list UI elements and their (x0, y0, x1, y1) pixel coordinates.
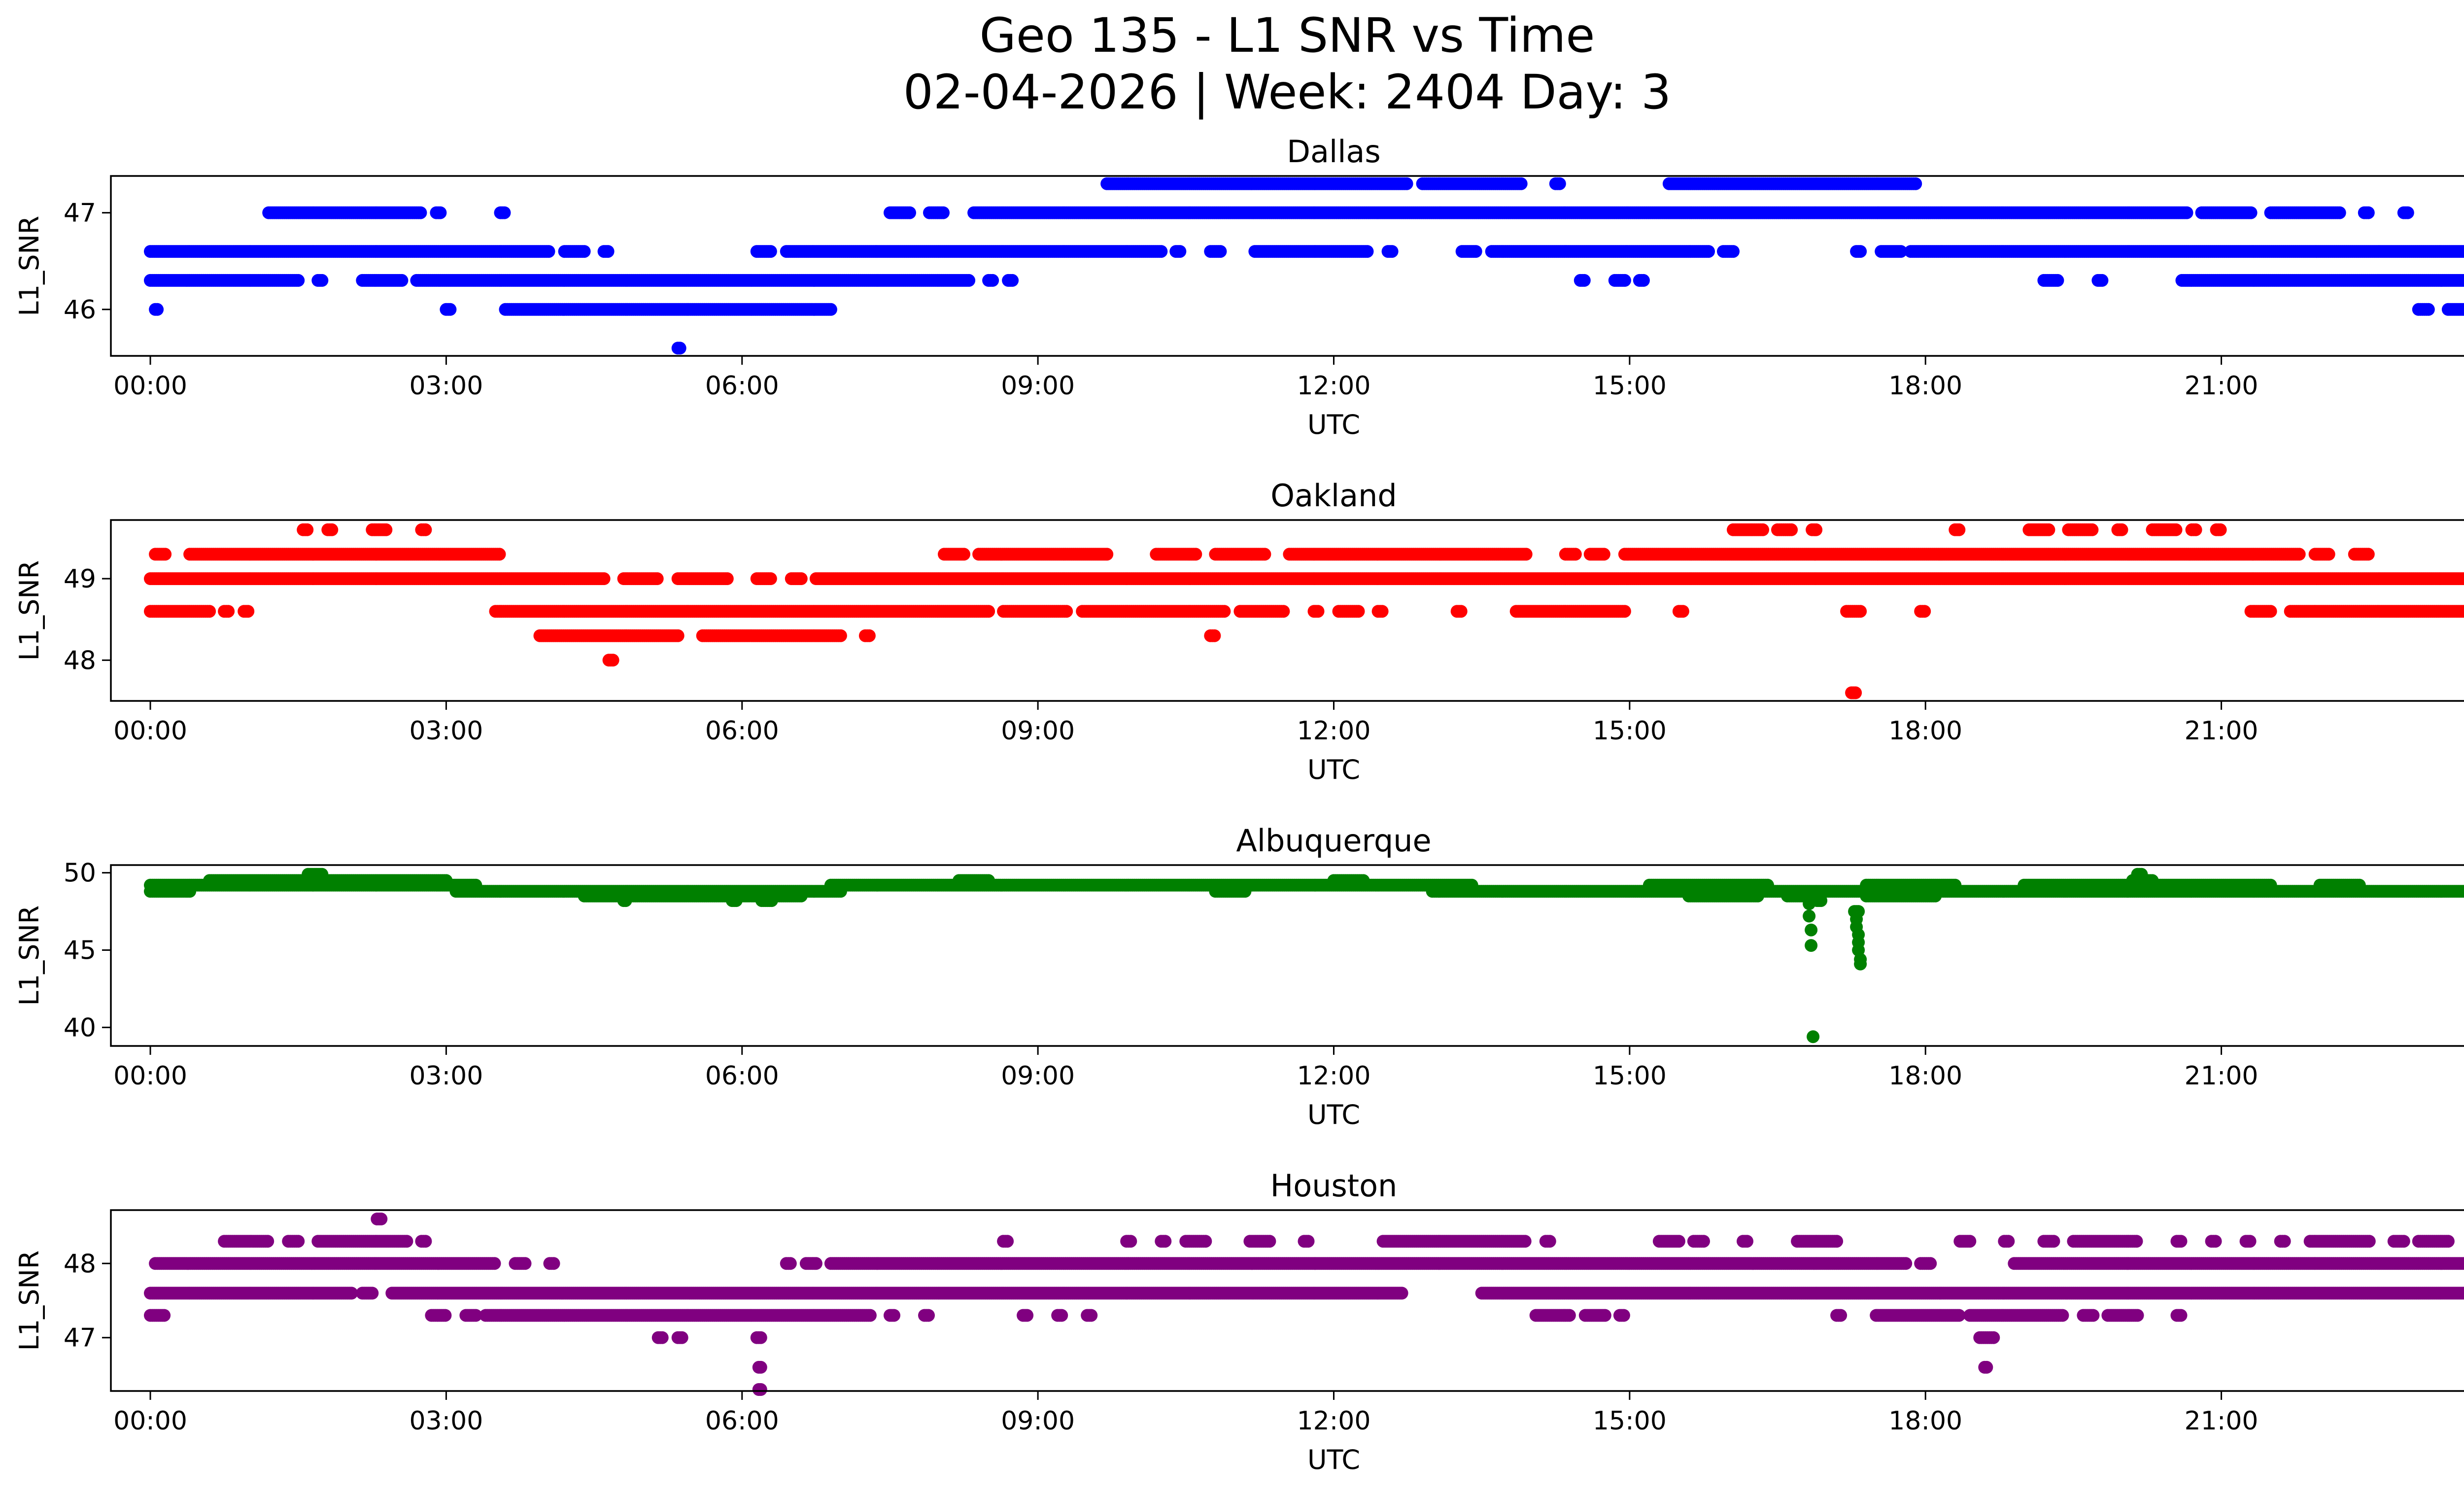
data-point (1514, 177, 1528, 190)
data-point (962, 274, 976, 287)
data-point (1727, 245, 1740, 258)
data-point (1100, 548, 1114, 561)
data-point (986, 274, 999, 287)
data-point (1361, 245, 1374, 258)
data-point (1854, 245, 1867, 258)
data-point (498, 206, 511, 219)
data-point (2180, 206, 2193, 219)
figure-title-line-2: 02-04-2026 | Week: 2404 Day: 3 (903, 65, 1672, 120)
subplot-panels: Dallas 00:00 03:00 06:00 09:00 12:00 15:00 18:0… (14, 134, 2464, 1475)
y-axis-label: L1_SNR (14, 216, 45, 316)
data-point (444, 303, 457, 316)
data-point (1311, 605, 1325, 618)
data-point (1258, 548, 1271, 561)
data-point (1385, 245, 1399, 258)
data-point (1918, 605, 1931, 618)
data-point (2333, 206, 2346, 219)
data-point (2095, 274, 2109, 287)
panel-dallas: Dallas 00:00 03:00 06:00 09:00 12:00 15:00 18:0… (14, 134, 2464, 440)
data-point (578, 245, 591, 258)
data-point (434, 206, 447, 219)
data-point (1702, 245, 1715, 258)
figure-title-line-1: Geo 135 - L1 SNR vs Time (980, 8, 1595, 63)
data-point (1277, 605, 1290, 618)
data-point (764, 572, 777, 585)
x-axis-label: UTC (1307, 409, 1360, 440)
data-point (650, 572, 664, 585)
data-point (2361, 206, 2375, 219)
y-tick-label: 47 (64, 199, 96, 228)
data-point (1218, 605, 1231, 618)
data-point (2051, 274, 2064, 287)
x-tick-label: 09:00 (1001, 371, 1075, 401)
data-point (395, 274, 409, 287)
data-point (903, 206, 916, 219)
x-tick-label: 21:00 (2185, 371, 2259, 401)
data-point (222, 605, 235, 618)
data-point (1618, 605, 1631, 618)
data-point (1618, 274, 1631, 287)
x-tick-label: 12:00 (1297, 371, 1371, 401)
data-point (159, 548, 172, 561)
data-point (1909, 177, 1922, 190)
data-point (203, 605, 216, 618)
data-point (2264, 605, 2277, 618)
data-point (673, 342, 686, 355)
data-point (1352, 605, 1365, 618)
x-tick-label: 03:00 (409, 371, 483, 401)
data-point (2401, 206, 2414, 219)
data-point (292, 274, 305, 287)
data-point (2460, 245, 2464, 257)
data-point (937, 206, 950, 219)
panel-title-oakland: Oakland (1270, 478, 1397, 514)
data-point (493, 548, 506, 561)
data-point (720, 572, 734, 585)
data-point (601, 245, 615, 258)
data-point (2422, 303, 2435, 316)
data-point (1214, 245, 1227, 258)
data-point (1637, 274, 1650, 287)
data-point (1894, 245, 1908, 258)
data-point (1006, 274, 1019, 287)
data-point (764, 245, 777, 258)
data-point (982, 605, 995, 618)
data-point (1553, 177, 1566, 190)
data-point (1577, 274, 1591, 287)
data-point (1676, 605, 1689, 618)
data-point (1469, 245, 1482, 258)
data-point (1454, 605, 1468, 618)
data-point (241, 605, 255, 618)
data-point (1189, 548, 1202, 561)
x-tick-label: 15:00 (1593, 371, 1667, 401)
x-tick-label: 06:00 (705, 371, 779, 401)
data-point (542, 245, 555, 258)
x-tick-label: 00:00 (113, 371, 187, 401)
data-point (958, 548, 970, 561)
data-point (2244, 206, 2258, 219)
data-point (151, 303, 164, 316)
data-points-dallas (144, 177, 2464, 355)
data-point (2462, 247, 2464, 256)
data-point (414, 206, 427, 219)
y-tick-label: 46 (64, 295, 96, 325)
data-point (1155, 245, 1168, 258)
data-point (794, 572, 808, 585)
data-point (1854, 605, 1867, 618)
data-point (1173, 245, 1187, 258)
x-tick-label: 18:00 (1888, 371, 1962, 401)
data-point (824, 303, 837, 316)
data-point (1060, 605, 1073, 618)
panel-title-dallas: Dallas (1287, 134, 1380, 170)
data-point (597, 572, 611, 585)
data-point (1375, 605, 1389, 618)
data-point (315, 274, 329, 287)
data-point (1400, 177, 1413, 190)
